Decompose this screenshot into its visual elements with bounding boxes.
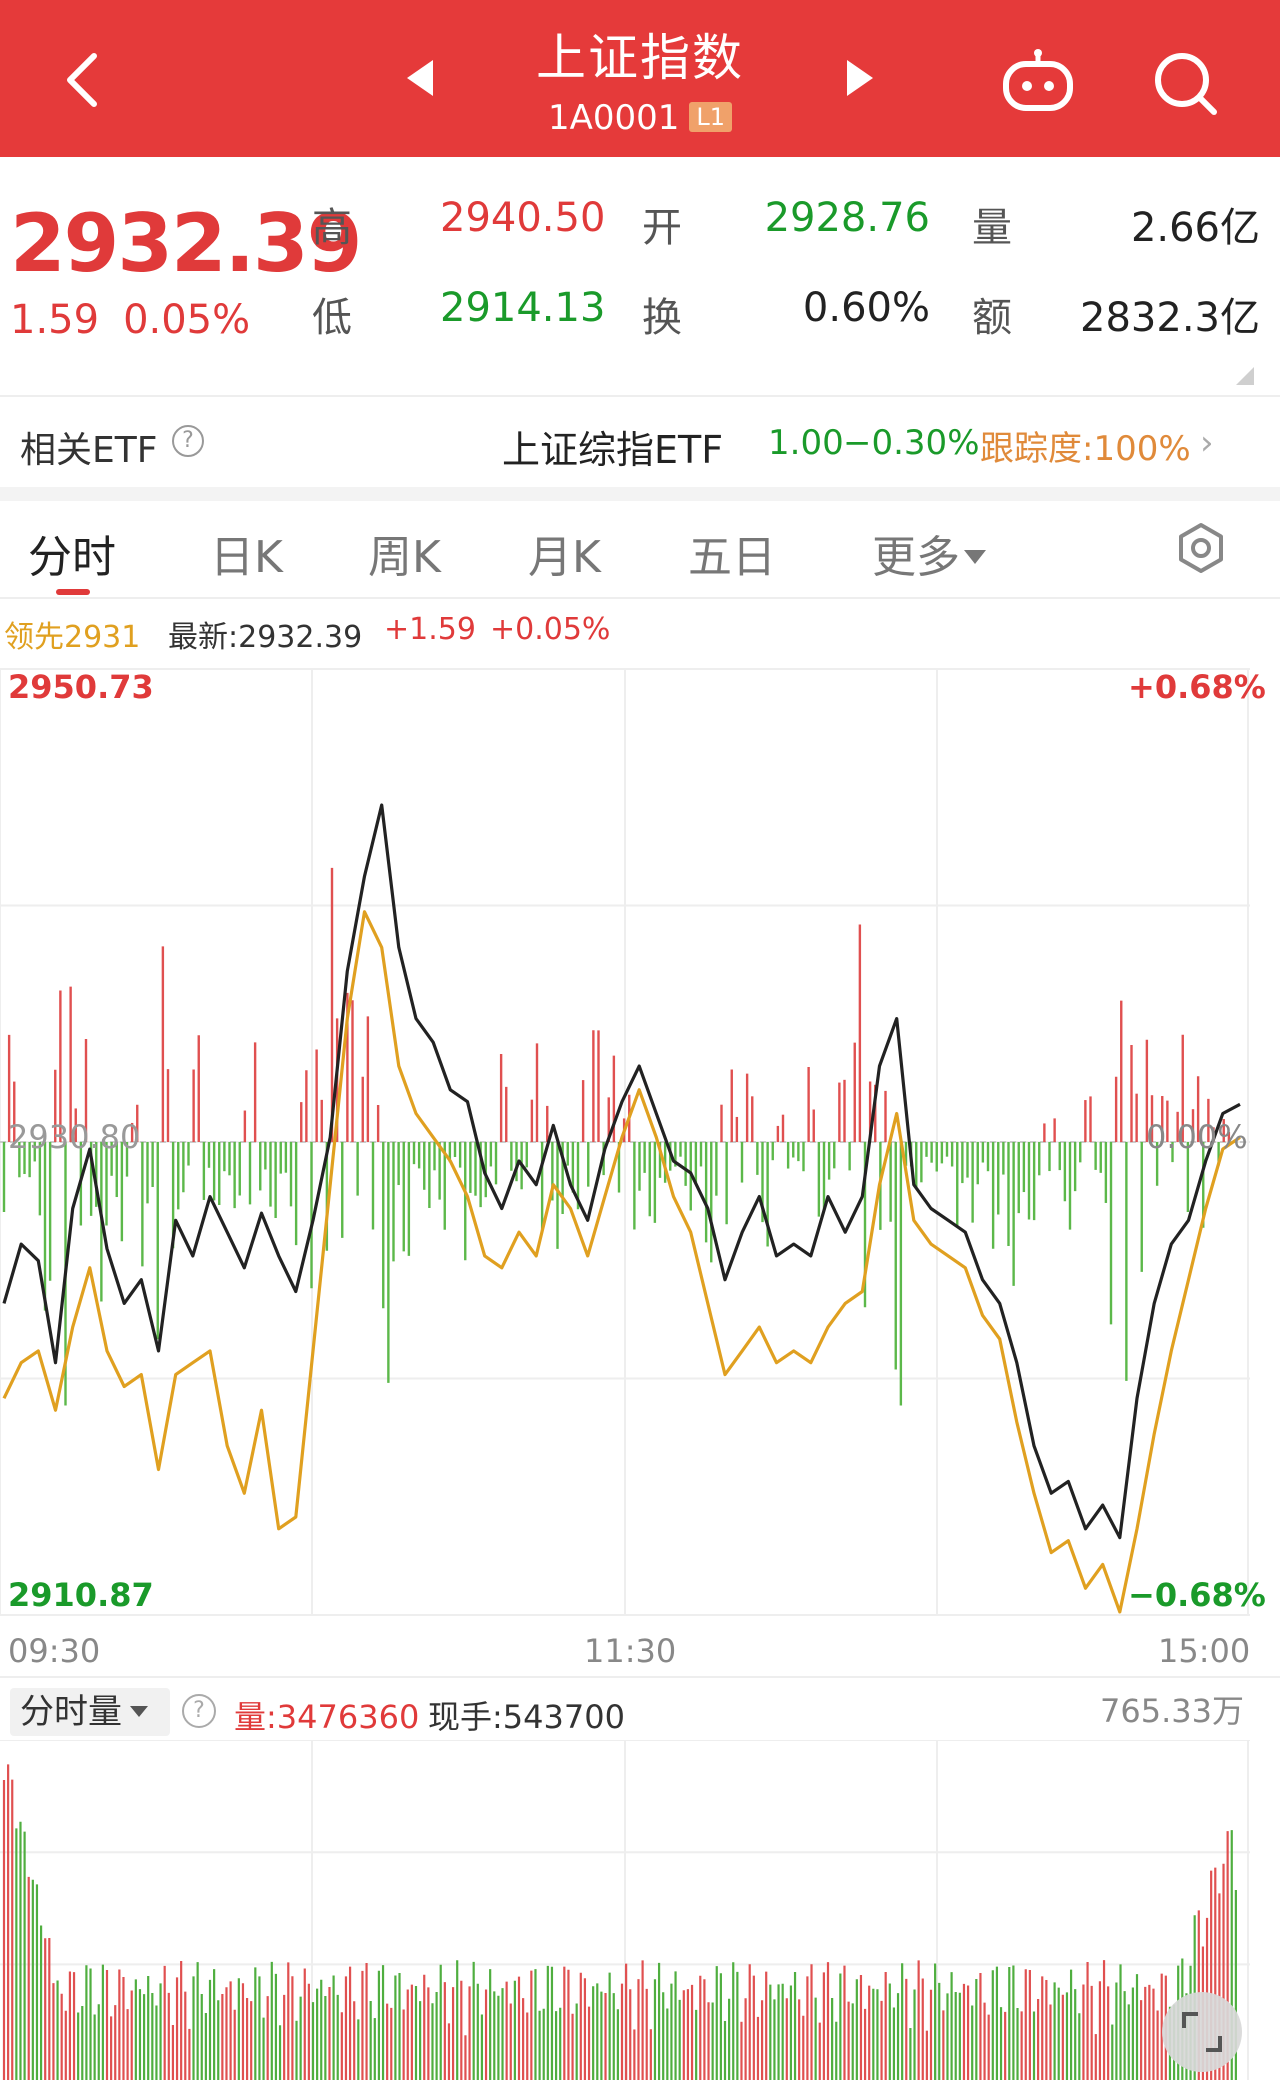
info-change-pct: +0.05%: [490, 612, 611, 647]
amount-label: 额: [972, 295, 1012, 341]
axis-mid-right: 0.00%: [1146, 1118, 1248, 1156]
axis-mid-left: 2930.80: [8, 1118, 141, 1156]
chevron-right-icon[interactable]: ›: [1200, 423, 1214, 463]
axis-top-left: 2950.73: [8, 668, 154, 706]
amount-value: 2832.3亿: [1080, 295, 1260, 341]
tab-weekly-k[interactable]: 周K: [368, 532, 441, 583]
axis-bottom-right: −0.68%: [1128, 1576, 1266, 1614]
etf-name: 上证综指ETF: [502, 428, 724, 472]
low-label: 低: [312, 295, 352, 341]
volume-label: 量: [972, 205, 1012, 251]
chart-info-line: 领先2931 最新:2932.39 +1.59 +0.05%: [0, 608, 1280, 655]
back-icon[interactable]: [60, 50, 104, 110]
related-etf-row[interactable]: 相关ETF ? 上证综指ETF 1.00 −0.30% 跟踪度:100% ›: [0, 397, 1280, 487]
price-change: 1.59 0.05%: [10, 297, 274, 343]
divider: [0, 597, 1280, 599]
volume-chart[interactable]: [0, 1740, 1250, 2080]
volume-total: 量:3476360: [234, 1698, 420, 1736]
tab-monthly-k[interactable]: 月K: [528, 532, 601, 583]
settings-icon[interactable]: [1175, 522, 1227, 574]
price-line: [2, 803, 1241, 1540]
caret-down-icon: [130, 1706, 148, 1717]
tab-active-indicator: [56, 589, 90, 595]
help-icon[interactable]: ?: [172, 425, 204, 457]
etf-tracking: 跟踪度:100%: [980, 429, 1191, 469]
fullscreen-icon[interactable]: [1162, 1992, 1242, 2072]
level-badge: L1: [689, 102, 733, 132]
etf-change: −0.30%: [843, 423, 980, 463]
open-value: 2928.76: [764, 195, 930, 241]
prev-arrow-icon[interactable]: [405, 58, 435, 98]
high-value: 2940.50: [440, 195, 606, 241]
volume-value: 2.66亿: [1130, 205, 1260, 251]
volume-header: 分时量 ? 量:3476360 现手:543700 765.33万: [0, 1680, 1280, 1740]
axis-top-right: +0.68%: [1128, 668, 1266, 706]
tab-daily-k[interactable]: 日K: [210, 532, 283, 583]
current-hand: 现手:543700: [428, 1698, 625, 1736]
quote-panel: 2932.39 1.59 0.05% 高 2940.50 开 2928.76 量 …: [0, 157, 1280, 397]
search-icon[interactable]: [1152, 50, 1218, 116]
page-title: 上证指数: [536, 29, 744, 87]
time-mid: 11:30: [584, 1632, 677, 1670]
low-value: 2914.13: [440, 285, 606, 331]
change-percent: 0.05%: [123, 297, 251, 343]
help-icon[interactable]: ?: [182, 1694, 216, 1728]
next-arrow-icon[interactable]: [845, 58, 875, 98]
divider: [0, 1676, 1280, 1678]
change-value: 1.59: [10, 297, 100, 343]
turnover-value: 0.60%: [802, 285, 930, 331]
tab-more[interactable]: 更多: [872, 521, 986, 585]
latest-value: 最新:2932.39: [168, 620, 363, 655]
turnover-label: 换: [642, 295, 682, 341]
robot-icon[interactable]: [1000, 48, 1076, 114]
high-label: 高: [312, 205, 352, 251]
tab-five-day[interactable]: 五日: [688, 532, 776, 583]
top-bar: 上证指数 1A0001 L1: [0, 0, 1280, 157]
info-change: +1.59: [384, 612, 476, 647]
tab-intraday[interactable]: 分时: [28, 532, 116, 583]
leading-line: [2, 910, 1241, 1614]
volume-indicator-select[interactable]: 分时量: [10, 1688, 170, 1736]
volume-select-label: 分时量: [20, 1692, 122, 1732]
etf-price: 1.00: [768, 423, 844, 463]
tab-more-label: 更多: [872, 532, 960, 583]
axis-bottom-left: 2910.87: [8, 1576, 154, 1614]
etf-label: 相关ETF: [20, 430, 158, 471]
expand-corner-icon[interactable]: [1236, 367, 1254, 385]
chart-tabs: 分时 日K 周K 月K 五日 更多: [0, 501, 1280, 597]
caret-down-icon: [964, 550, 986, 564]
divider: [0, 395, 1280, 397]
stock-code-text: 1A0001: [547, 98, 680, 138]
time-end: 15:00: [1158, 1632, 1251, 1670]
stock-code: 1A0001 L1: [0, 98, 1280, 138]
section-gap: [0, 487, 1280, 501]
open-label: 开: [642, 205, 682, 251]
volume-max: 765.33万: [1100, 1692, 1244, 1730]
current-price: 2932.39: [10, 197, 362, 290]
time-start: 09:30: [8, 1632, 101, 1670]
leader-value: 领先2931: [4, 620, 141, 655]
intraday-chart[interactable]: [0, 655, 1250, 1625]
